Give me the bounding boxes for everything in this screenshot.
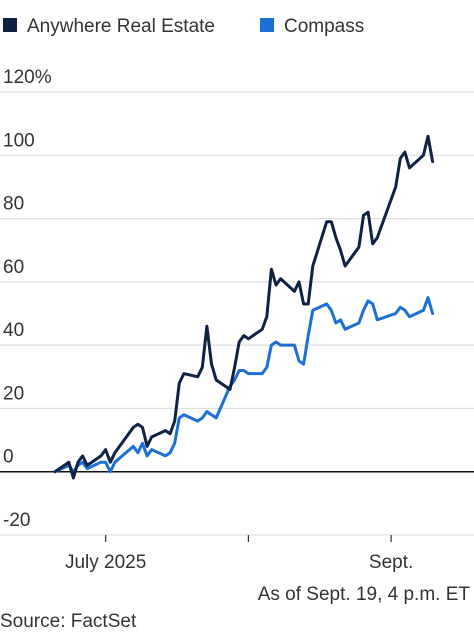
legend-swatch-anywhere-real-estate	[3, 18, 17, 32]
y-axis: -20 0 20 40 60 80 100 120%	[3, 67, 52, 531]
series-line-compass	[53, 296, 435, 474]
series-lines	[53, 134, 435, 480]
y-tick-label: -20	[3, 510, 30, 531]
source-note: Source: FactSet	[0, 611, 137, 632]
legend-item-compass: Compass	[260, 16, 364, 37]
legend-swatch-compass	[260, 18, 274, 32]
x-axis: July 2025 Sept.	[0, 470, 474, 573]
legend-item-anywhere-real-estate: Anywhere Real Estate	[3, 16, 215, 37]
as-of-note: As of Sept. 19, 4 p.m. ET	[258, 584, 471, 605]
y-tick-label: 60	[3, 257, 24, 278]
x-tick-label: July 2025	[65, 552, 146, 573]
y-tick-label: 120%	[3, 67, 52, 88]
y-tick-label: 80	[3, 194, 24, 215]
legend-label-compass: Compass	[284, 16, 364, 37]
series-line-anywhere-real-estate	[53, 134, 435, 480]
x-tick-label: Sept.	[369, 552, 413, 573]
legend: Anywhere Real Estate Compass	[3, 16, 364, 37]
y-tick-label: 20	[3, 383, 24, 404]
gridlines	[0, 91, 474, 536]
y-tick-label: 0	[3, 447, 14, 468]
legend-label-anywhere-real-estate: Anywhere Real Estate	[27, 16, 215, 37]
y-tick-label: 100	[3, 130, 35, 151]
y-tick-label: 40	[3, 320, 24, 341]
